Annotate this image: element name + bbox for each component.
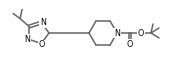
Text: O: O xyxy=(138,28,144,37)
Text: N: N xyxy=(40,18,46,27)
Text: O: O xyxy=(39,40,45,49)
Text: N: N xyxy=(114,28,120,37)
Text: N: N xyxy=(25,35,30,44)
Text: O: O xyxy=(127,40,133,49)
